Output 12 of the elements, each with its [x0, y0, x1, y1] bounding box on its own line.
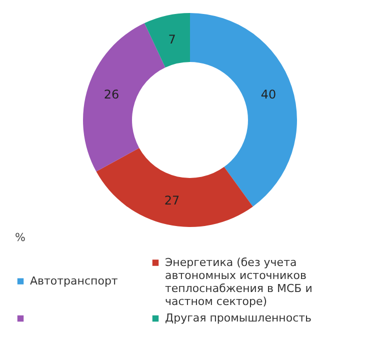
data-label: 26: [104, 88, 120, 102]
legend-title: %: [15, 231, 26, 244]
data-label: 27: [164, 194, 180, 208]
donut-slice: [190, 13, 297, 207]
data-label: 7: [168, 32, 176, 46]
legend-label: Другая промышленность: [165, 312, 312, 324]
donut-slice: [83, 23, 166, 172]
legend-label: Автотранспорт: [30, 274, 118, 288]
donut-slice: [96, 148, 253, 227]
legend-label: Энергетика (без учета автономных источников теплоснабжения в МСБ и частном секторе): [165, 256, 312, 308]
data-label: 40: [260, 88, 276, 102]
donut-slice: [144, 13, 190, 68]
